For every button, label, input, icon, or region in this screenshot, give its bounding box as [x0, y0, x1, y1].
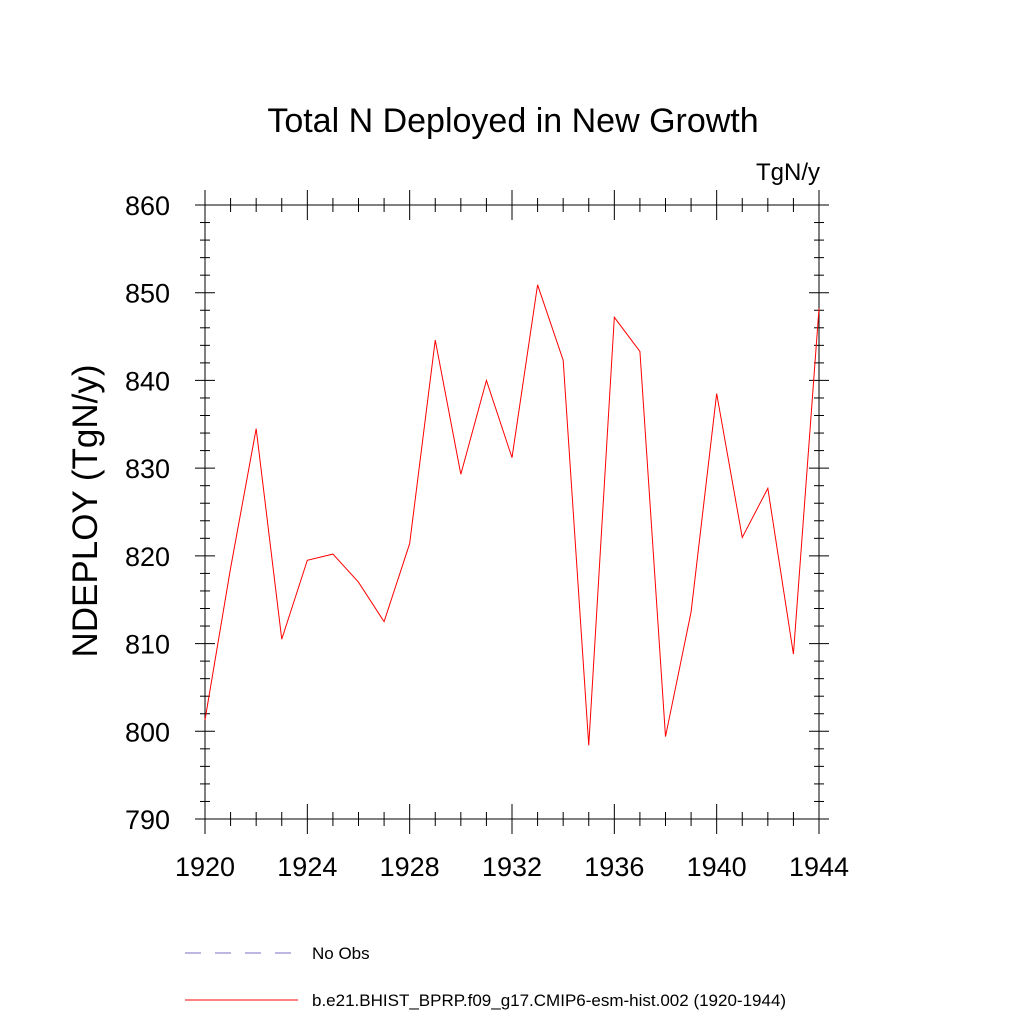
- x-tick-label: 1920: [175, 852, 235, 882]
- y-tick-label: 860: [125, 191, 170, 221]
- y-tick-label: 820: [125, 542, 170, 572]
- y-tick-label: 800: [125, 717, 170, 747]
- x-tick-label: 1940: [687, 852, 747, 882]
- legend-label: b.e21.BHIST_BPRP.f09_g17.CMIP6-esm-hist.…: [312, 991, 786, 1010]
- units-label: TgN/y: [756, 159, 820, 186]
- x-tick-label: 1932: [482, 852, 542, 882]
- x-tick-label: 1924: [277, 852, 337, 882]
- legend: No Obs b.e21.BHIST_BPRP.f09_g17.CMIP6-esm…: [185, 944, 786, 1010]
- y-axis-label: NDEPLOY (TgN/y): [66, 364, 105, 657]
- plot-frame: [204, 204, 820, 820]
- y-tick-label: 790: [125, 805, 170, 835]
- x-tick-label: 1928: [380, 852, 440, 882]
- x-tick-label: 1944: [789, 852, 849, 882]
- series-line: [204, 284, 820, 746]
- legend-label: No Obs: [312, 944, 370, 963]
- plot-lines: [204, 284, 820, 746]
- axis-ticks: 790 800 810 820 830 840 850 860 1920 1924 1928 1932…: [125, 190, 849, 882]
- y-tick-label: 840: [125, 366, 170, 396]
- x-tick-label: 1936: [584, 852, 644, 882]
- y-tick-label: 810: [125, 630, 170, 660]
- y-tick-label: 850: [125, 279, 170, 309]
- y-tick-label: 830: [125, 454, 170, 484]
- chart-title: Total N Deployed in New Growth: [267, 102, 758, 140]
